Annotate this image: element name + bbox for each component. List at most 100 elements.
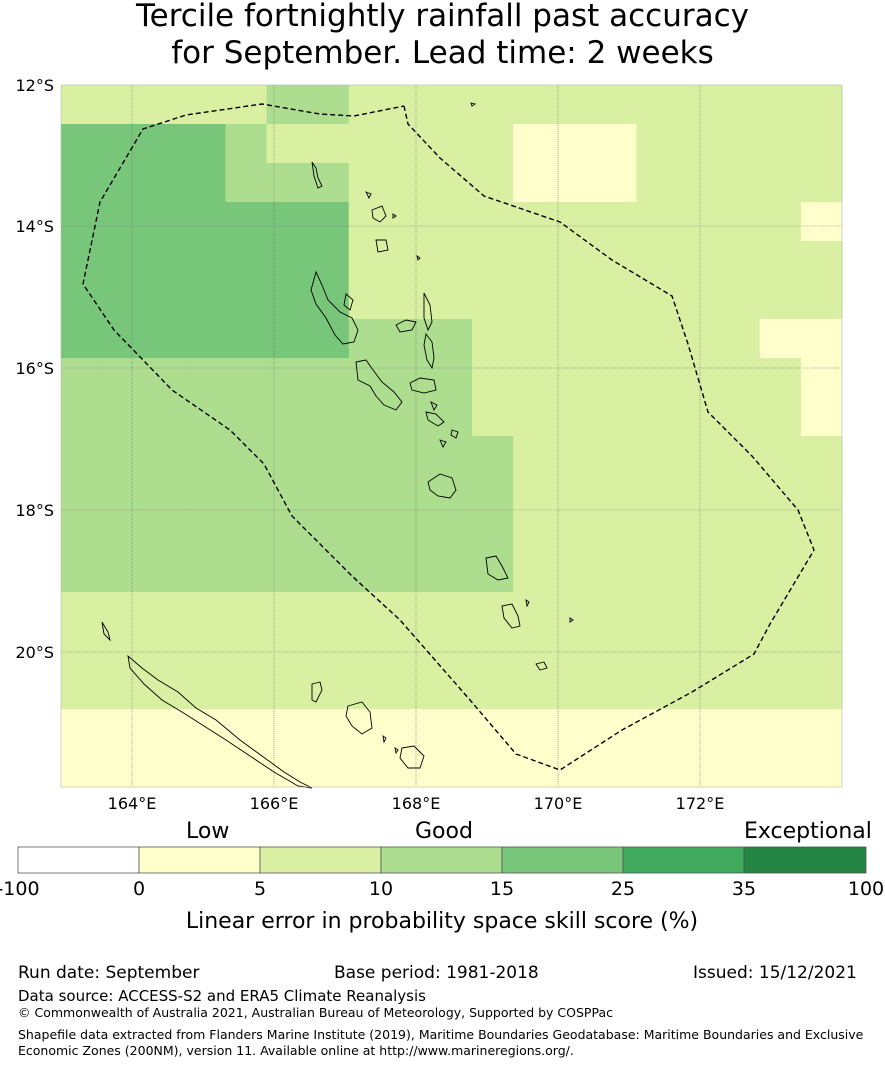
grid-cell xyxy=(595,592,638,632)
grid-cell xyxy=(472,436,514,476)
grid-cell xyxy=(143,319,185,359)
grid-cell xyxy=(800,631,843,671)
grid-cell xyxy=(677,436,720,476)
grid-cell xyxy=(143,709,185,749)
tick-label-35: 35 xyxy=(732,878,756,900)
tick-label-5: 5 xyxy=(254,878,266,900)
grid-cell xyxy=(307,241,350,281)
grid-cell xyxy=(677,280,720,320)
graticule xyxy=(61,85,842,787)
colorbar-segment-2 xyxy=(259,846,382,874)
grid-cell xyxy=(759,280,802,320)
grid-cell xyxy=(636,358,679,398)
grid-cell xyxy=(143,592,185,632)
grid-cell xyxy=(513,163,555,203)
grid-cell xyxy=(595,319,638,359)
grid-cell xyxy=(636,319,679,359)
grid-cell xyxy=(102,475,144,515)
grid-cell xyxy=(61,436,103,476)
grid-cell xyxy=(348,85,391,125)
grid-cell xyxy=(677,358,720,398)
grid-cell xyxy=(143,202,185,242)
grid-cell xyxy=(348,202,391,242)
grid-cell xyxy=(184,358,227,398)
island-new-caledonia xyxy=(127,654,313,789)
grid-cell xyxy=(102,358,144,398)
grid-cell xyxy=(307,85,350,125)
grid-cell xyxy=(554,358,596,398)
grid-cell xyxy=(677,163,720,203)
grid-cell xyxy=(389,124,432,164)
lon-label-172e: 172°E xyxy=(676,794,725,813)
grid-cell xyxy=(472,475,514,515)
grid-cell xyxy=(102,241,144,281)
grid-cell xyxy=(143,514,185,554)
grid-cell xyxy=(718,436,761,476)
grid-cell xyxy=(348,514,391,554)
island-emae xyxy=(439,439,447,448)
grid-cell xyxy=(472,514,514,554)
grid-cell xyxy=(102,670,144,710)
grid-cell xyxy=(102,163,144,203)
island-aniwa xyxy=(525,599,530,608)
grid-cell xyxy=(225,670,268,710)
grid-cell xyxy=(472,397,514,437)
grid-cell xyxy=(307,358,350,398)
grid-cell xyxy=(554,553,596,593)
grid-cell xyxy=(759,163,802,203)
grid-cell xyxy=(472,319,514,359)
grid-cell xyxy=(225,319,268,359)
grid-cell xyxy=(677,553,720,593)
grid-cell xyxy=(61,631,103,671)
grid-cell xyxy=(430,631,473,671)
grid-cell xyxy=(225,553,268,593)
island-efate xyxy=(427,473,457,499)
grid-cell xyxy=(636,202,679,242)
grid-cell xyxy=(61,124,103,164)
grid-cell xyxy=(595,163,638,203)
grid-cell xyxy=(554,124,596,164)
grid-cell xyxy=(595,397,638,437)
grid-cell xyxy=(554,436,596,476)
grid-cell xyxy=(513,436,555,476)
grid-cell xyxy=(184,241,227,281)
island-belep xyxy=(101,621,111,642)
grid-cell xyxy=(430,202,473,242)
grid-cell xyxy=(61,280,103,320)
grid-cell xyxy=(759,241,802,281)
grid-cell xyxy=(61,709,103,749)
grid-cell xyxy=(102,397,144,437)
grid-cell xyxy=(266,85,309,125)
grid-cell xyxy=(800,709,843,749)
grid-cell xyxy=(184,553,227,593)
grid-cell xyxy=(759,397,802,437)
grid-cell xyxy=(595,202,638,242)
grid-cell xyxy=(430,241,473,281)
grid-cell xyxy=(800,319,843,359)
grid-cell xyxy=(307,592,350,632)
grid-cell xyxy=(513,748,555,788)
grid-cell xyxy=(225,280,268,320)
grid-cell xyxy=(61,592,103,632)
grid-cell xyxy=(102,514,144,554)
grid-cell xyxy=(184,202,227,242)
grid-cell xyxy=(472,670,514,710)
grid-cell xyxy=(266,241,309,281)
grid-cell xyxy=(636,514,679,554)
grid-cell xyxy=(677,202,720,242)
grid-cell xyxy=(636,553,679,593)
grid-cell xyxy=(595,670,638,710)
grid-cell xyxy=(718,124,761,164)
colorbar-segment-4 xyxy=(501,846,624,874)
grid-cell xyxy=(389,280,432,320)
grid-cell xyxy=(102,280,144,320)
grid-cell xyxy=(184,124,227,164)
grid-cell xyxy=(513,319,555,359)
grid-cell xyxy=(513,124,555,164)
grid-cell xyxy=(513,514,555,554)
grid-cell xyxy=(389,592,432,632)
colorbar-segment-6 xyxy=(743,846,867,874)
grid-cell xyxy=(266,748,309,788)
grid-cell xyxy=(800,475,843,515)
grid-cell xyxy=(718,553,761,593)
